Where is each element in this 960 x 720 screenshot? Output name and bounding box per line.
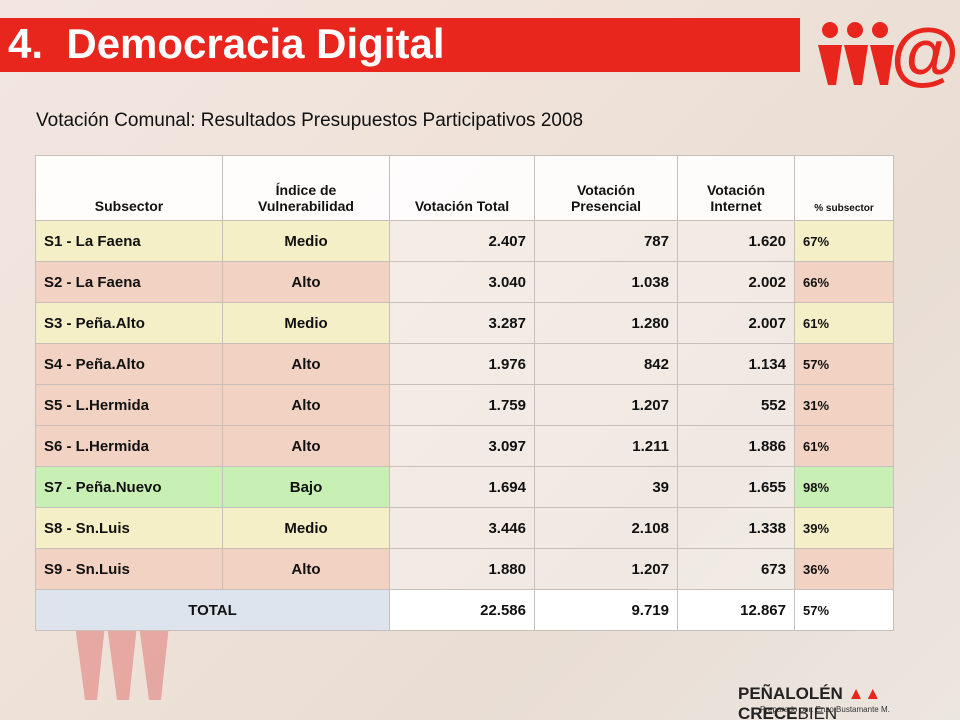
table-row: S6 - L.Hermida Alto 3.097 1.211 1.886 61% [35, 425, 894, 467]
column-header: % subsector [794, 155, 894, 221]
table-cell: 1.134 [677, 343, 795, 385]
table-cell: 1.880 [389, 548, 535, 590]
table-cell: 1.207 [534, 384, 678, 426]
total-cell: 12.867 [677, 589, 795, 631]
table-cell: 57% [794, 343, 894, 385]
column-header: Votación Total [389, 155, 535, 221]
table-cell: 1.976 [389, 343, 535, 385]
table-cell: S7 - Peña.Nuevo [35, 466, 223, 508]
total-row: TOTAL 22.586 9.719 12.867 57% [35, 589, 894, 631]
column-header: Votación Presencial [534, 155, 678, 221]
table-cell: 36% [794, 548, 894, 590]
total-cell: 22.586 [389, 589, 535, 631]
table-cell: S4 - Peña.Alto [35, 343, 223, 385]
table-row: S7 - Peña.Nuevo Bajo 1.694 39 1.655 98% [35, 466, 894, 508]
table-cell: 1.759 [389, 384, 535, 426]
table-cell: Alto [222, 548, 390, 590]
table-cell: S9 - Sn.Luis [35, 548, 223, 590]
table-cell: 3.287 [389, 302, 535, 344]
column-header: Índice de Vulnerabilidad [222, 155, 390, 221]
table-cell: 552 [677, 384, 795, 426]
table-cell: S5 - L.Hermida [35, 384, 223, 426]
brand-mid: CRECE [738, 704, 798, 720]
total-cell: TOTAL [35, 589, 390, 631]
table-cell: 842 [534, 343, 678, 385]
table-cell: 1.694 [389, 466, 535, 508]
table-cell: 39% [794, 507, 894, 549]
table-cell: S8 - Sn.Luis [35, 507, 223, 549]
table-cell: Bajo [222, 466, 390, 508]
title-banner [0, 18, 800, 72]
table-cell: 1.280 [534, 302, 678, 344]
table-cell: 39 [534, 466, 678, 508]
total-cell: 57% [794, 589, 894, 631]
table-cell: 67% [794, 220, 894, 262]
table-cell: 1.886 [677, 425, 795, 467]
slide-title: 4. Democracia Digital [8, 20, 445, 67]
table-cell: Medio [222, 220, 390, 262]
table-cell: 1.211 [534, 425, 678, 467]
table-cell: 2.108 [534, 507, 678, 549]
table-cell: S3 - Peña.Alto [35, 302, 223, 344]
table-cell: S6 - L.Hermida [35, 425, 223, 467]
column-header: Votación Internet [677, 155, 795, 221]
table-cell: 1.655 [677, 466, 795, 508]
brand-left: PEÑALOLÉN [738, 684, 843, 703]
subtitle: Votación Comunal: Resultados Presupuesto… [36, 110, 584, 131]
table-row: S3 - Peña.Alto Medio 3.287 1.280 2.007 61% [35, 302, 894, 344]
table-cell: 2.407 [389, 220, 535, 262]
at-sign: @ [891, 14, 959, 92]
table-cell: 61% [794, 302, 894, 344]
table-cell: 3.446 [389, 507, 535, 549]
table-row: S9 - Sn.Luis Alto 1.880 1.207 673 36% [35, 548, 894, 590]
column-header: Subsector [35, 155, 223, 221]
table-row: S4 - Peña.Alto Alto 1.976 842 1.134 57% [35, 343, 894, 385]
table-cell: 66% [794, 261, 894, 303]
table-cell: 1.620 [677, 220, 795, 262]
table-cell: Alto [222, 261, 390, 303]
table-cell: 31% [794, 384, 894, 426]
table-cell: S2 - La Faena [35, 261, 223, 303]
brand: PEÑALOLÉN ▲▲ CRECEBIEN [738, 684, 960, 720]
table-cell: 2.007 [677, 302, 795, 344]
table-cell: 1.207 [534, 548, 678, 590]
table-cell: 98% [794, 466, 894, 508]
table-row: S8 - Sn.Luis Medio 3.446 2.108 1.338 39% [35, 507, 894, 549]
credit: Preparado por: Enzo Bustamante M. [760, 705, 890, 714]
total-cell: 9.719 [534, 589, 678, 631]
table-cell: Alto [222, 343, 390, 385]
table-cell: S1 - La Faena [35, 220, 223, 262]
table-cell: 673 [677, 548, 795, 590]
results-table: Subsector Índice de Vulnerabilidad Votació… [35, 155, 894, 631]
table-cell: 787 [534, 220, 678, 262]
table-cell: 3.040 [389, 261, 535, 303]
table-cell: 61% [794, 425, 894, 467]
table-cell: 3.097 [389, 425, 535, 467]
table-cell: Alto [222, 425, 390, 467]
table-cell: Alto [222, 384, 390, 426]
brand-right: BIEN [797, 704, 838, 720]
table-row: S2 - La Faena Alto 3.040 1.038 2.002 66% [35, 261, 894, 303]
table-cell: Medio [222, 507, 390, 549]
table-cell: 2.002 [677, 261, 795, 303]
table-row: S1 - La Faena Medio 2.407 787 1.620 67% [35, 220, 894, 262]
table-cell: 1.338 [677, 507, 795, 549]
table-row: S5 - L.Hermida Alto 1.759 1.207 552 31% [35, 384, 894, 426]
table-cell: 1.038 [534, 261, 678, 303]
table-cell: Medio [222, 302, 390, 344]
logo: @ [818, 14, 959, 92]
